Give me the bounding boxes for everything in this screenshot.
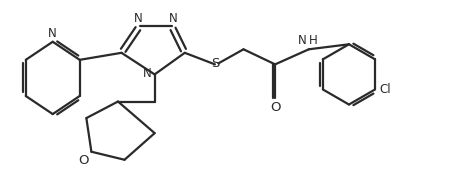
Text: O: O (269, 101, 280, 113)
Text: N: N (143, 67, 151, 80)
Text: N: N (298, 34, 306, 47)
Text: H: H (308, 34, 317, 47)
Text: N: N (169, 12, 177, 25)
Text: Cl: Cl (378, 83, 390, 96)
Text: S: S (210, 57, 218, 70)
Text: N: N (48, 27, 57, 40)
Text: O: O (78, 154, 88, 167)
Text: N: N (133, 12, 142, 25)
